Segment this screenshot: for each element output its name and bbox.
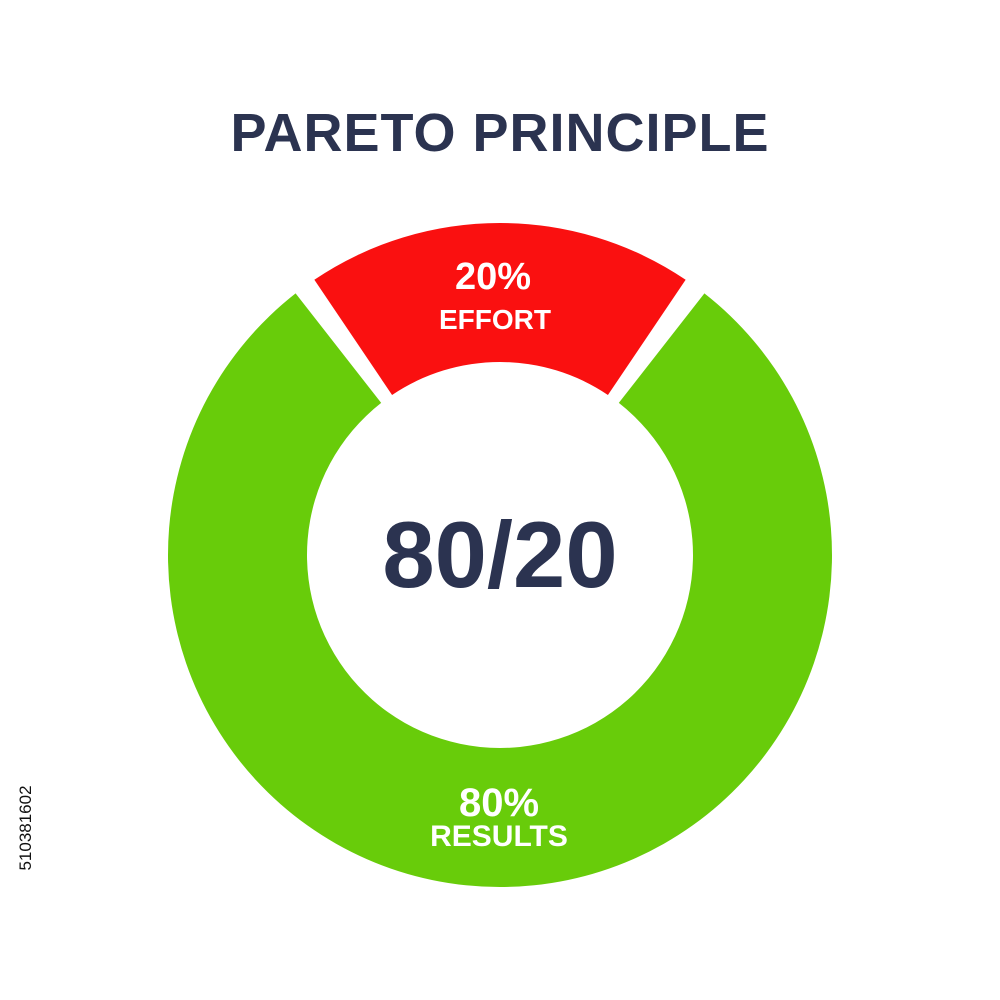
watermark-id-text: 510381602: [16, 785, 35, 871]
results-name-label: RESULTS: [430, 820, 568, 853]
results-percent-label: 80%: [459, 781, 539, 825]
effort-name-label: EFFORT: [439, 304, 551, 335]
effort-percent-label: 20%: [455, 256, 531, 298]
watermark-id: 510381602: [14, 768, 38, 888]
donut-slice-results: [168, 293, 832, 887]
donut-slices: [168, 222, 832, 887]
center-ratio-label: 80/20: [382, 502, 617, 607]
chart-title: PARETO PRINCIPLE: [230, 103, 770, 163]
donut-slice-effort: [314, 222, 686, 395]
